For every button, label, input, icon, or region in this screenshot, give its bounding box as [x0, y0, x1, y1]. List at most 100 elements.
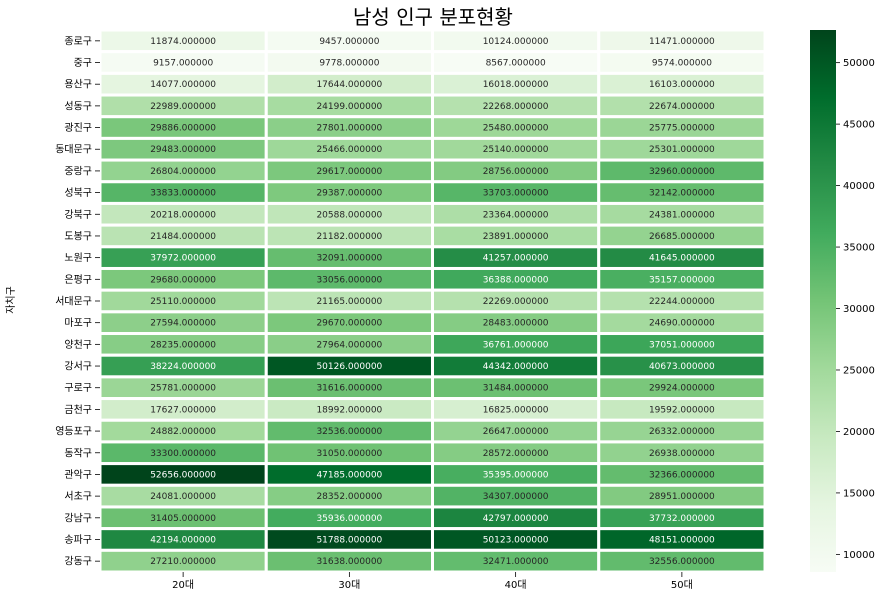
y-tick-label: 마포구	[64, 317, 92, 329]
cell-value-label: 29680.000000	[150, 275, 216, 285]
cell-value-label: 29924.000000	[649, 384, 715, 394]
cell-value-label: 24882.000000	[150, 427, 216, 437]
cell-value-label: 24690.000000	[649, 319, 715, 329]
y-tick-label: 강동구	[64, 556, 92, 568]
cell-value-label: 24381.000000	[649, 210, 715, 220]
cell-value-label: 19592.000000	[649, 405, 715, 415]
y-tick-label: 성북구	[64, 187, 92, 199]
cell-value-label: 27210.000000	[150, 557, 216, 567]
cell-value-label: 9157.000000	[153, 59, 213, 69]
cell-value-label: 41645.000000	[649, 254, 715, 264]
cell-value-label: 25775.000000	[649, 124, 715, 134]
cell-value-label: 52656.000000	[150, 470, 216, 480]
colorbar-tick-label: 40000	[843, 181, 875, 192]
cell-value-label: 32471.000000	[483, 557, 549, 567]
y-axis-label: 자치구	[5, 286, 17, 314]
colorbar	[810, 30, 836, 572]
cell-value-label: 26804.000000	[150, 167, 216, 177]
cell-value-label: 29617.000000	[316, 167, 382, 177]
colorbar-tick-label: 50000	[843, 58, 875, 69]
y-tick-label: 성동구	[64, 100, 92, 112]
cell-value-label: 31638.000000	[316, 557, 382, 567]
cell-value-label: 42797.000000	[483, 514, 549, 524]
cell-value-label: 40673.000000	[649, 362, 715, 372]
y-tick-label: 금천구	[64, 404, 92, 416]
cell-value-label: 28483.000000	[483, 319, 549, 329]
cell-value-label: 48151.000000	[649, 535, 715, 545]
colorbar-tick-label: 20000	[843, 427, 875, 438]
cell-value-label: 33300.000000	[150, 449, 216, 459]
cell-value-label: 42194.000000	[150, 535, 216, 545]
cell-value-label: 18992.000000	[316, 405, 382, 415]
y-tick-label: 영등포구	[55, 426, 92, 438]
cell-value-label: 11874.000000	[150, 37, 216, 47]
y-tick-label: 중랑구	[64, 165, 92, 177]
cell-value-label: 35395.000000	[483, 470, 549, 480]
cell-value-label: 17627.000000	[150, 405, 216, 415]
cell-value-label: 22244.000000	[649, 297, 715, 307]
cell-value-label: 20588.000000	[316, 210, 382, 220]
cell-value-label: 26332.000000	[649, 427, 715, 437]
cell-value-label: 28572.000000	[483, 449, 549, 459]
y-tick-label: 서대문구	[55, 296, 92, 308]
colorbar-tick-label: 45000	[843, 120, 875, 131]
cell-value-label: 10124.000000	[483, 37, 549, 47]
cell-value-label: 8567.000000	[486, 59, 546, 69]
y-tick-label: 강남구	[64, 512, 92, 524]
cell-value-label: 25466.000000	[316, 145, 382, 155]
y-tick-label: 종로구	[64, 35, 92, 47]
x-tick-labels: 20대 30대 40대 50대	[172, 572, 693, 591]
y-tick-label: 용산구	[64, 79, 92, 91]
y-tick-label: 동대문구	[55, 144, 92, 156]
cell-value-label: 21484.000000	[150, 232, 216, 242]
cell-value-label: 22989.000000	[150, 102, 216, 112]
cell-value-label: 28235.000000	[150, 340, 216, 350]
cell-value-label: 37972.000000	[150, 254, 216, 264]
colorbar-tick-label: 25000	[843, 365, 875, 376]
cell-value-label: 27594.000000	[150, 319, 216, 329]
cell-value-label: 28951.000000	[649, 492, 715, 502]
cell-value-label: 50126.000000	[316, 362, 382, 372]
cell-value-label: 32091.000000	[316, 254, 382, 264]
cell-value-label: 25140.000000	[483, 145, 549, 155]
cell-value-label: 14077.000000	[150, 80, 216, 90]
cell-value-label: 32366.000000	[649, 470, 715, 480]
cell-value-label: 32142.000000	[649, 189, 715, 199]
x-tick-label: 20대	[172, 579, 194, 591]
cell-value-label: 32556.000000	[649, 557, 715, 567]
cell-value-label: 29886.000000	[150, 124, 216, 134]
cell-value-label: 38224.000000	[150, 362, 216, 372]
cell-value-label: 22269.000000	[483, 297, 549, 307]
y-tick-label: 강북구	[64, 209, 92, 221]
cell-value-label: 26938.000000	[649, 449, 715, 459]
colorbar-tick-label: 10000	[843, 550, 875, 561]
cell-value-label: 21165.000000	[316, 297, 382, 307]
cell-value-label: 50123.000000	[483, 535, 549, 545]
cell-value-label: 20218.000000	[150, 210, 216, 220]
cell-value-label: 21182.000000	[316, 232, 382, 242]
cell-value-label: 9457.000000	[319, 37, 379, 47]
cell-value-label: 25781.000000	[150, 384, 216, 394]
colorbar-ticks: 10000 15000 20000 25000 30000 35000 40000 45000…	[836, 58, 875, 561]
y-tick-label: 노원구	[64, 252, 92, 264]
cell-value-label: 22674.000000	[649, 102, 715, 112]
cell-value-label: 9778.000000	[319, 59, 379, 69]
cell-value-label: 29483.000000	[150, 145, 216, 155]
y-tick-label: 양천구	[64, 339, 92, 351]
x-tick-label: 30대	[338, 579, 360, 591]
cell-value-label: 16018.000000	[483, 80, 549, 90]
cell-value-label: 17644.000000	[316, 80, 382, 90]
cell-value-label: 31484.000000	[483, 384, 549, 394]
chart-title: 남성 인구 분포현황	[353, 5, 513, 29]
cell-value-label: 28352.000000	[316, 492, 382, 502]
y-tick-label: 광진구	[64, 122, 92, 134]
cell-value-label: 9574.000000	[652, 59, 712, 69]
x-tick-label: 50대	[671, 579, 693, 591]
y-tick-label: 송파구	[64, 534, 92, 546]
cell-value-label: 32536.000000	[316, 427, 382, 437]
cell-value-label: 37051.000000	[649, 340, 715, 350]
y-tick-label: 중구	[74, 57, 92, 69]
cell-value-label: 37732.000000	[649, 514, 715, 524]
cell-value-label: 24199.000000	[316, 102, 382, 112]
cell-value-label: 33833.000000	[150, 189, 216, 199]
